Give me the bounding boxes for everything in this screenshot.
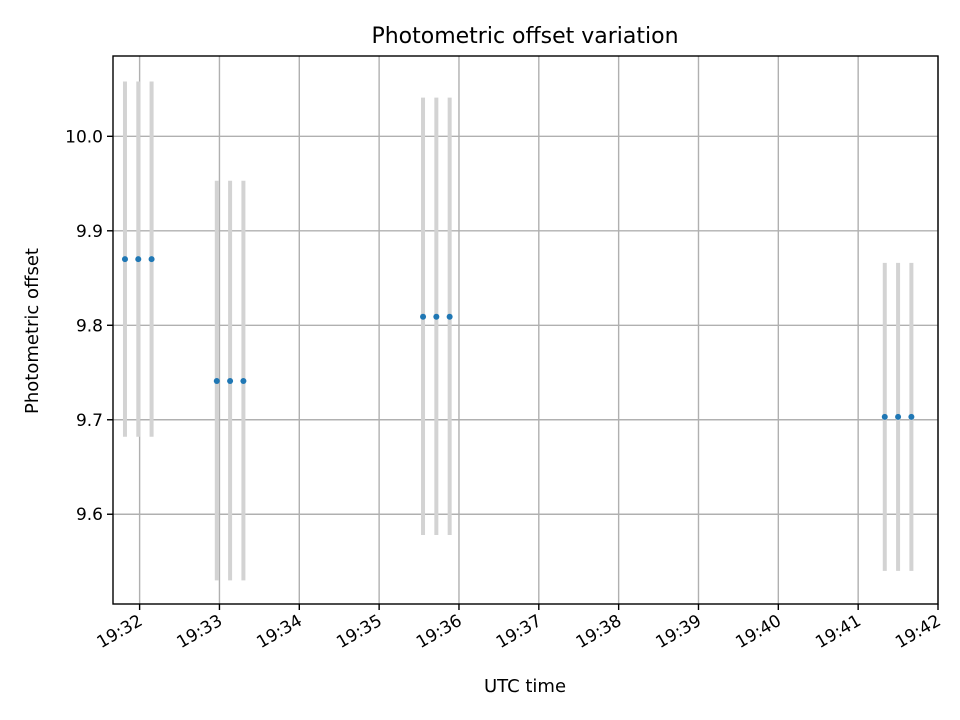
grid — [113, 56, 939, 604]
y-tick-label: 9.8 — [76, 316, 103, 336]
x-tick-label: 19:40 — [732, 611, 784, 653]
data-point — [121, 256, 128, 263]
x-tick-label: 19:32 — [94, 611, 146, 653]
data-point — [433, 313, 440, 320]
plot-frame — [112, 55, 939, 605]
x-tick-label: 19:34 — [253, 611, 305, 653]
axis-ticks: 19:32 19:33 19:34 19:35 19:36 19:37 19:38 19:39… — [65, 127, 944, 653]
y-tick-label: 9.9 — [76, 222, 103, 242]
x-tick-label: 19:36 — [413, 611, 465, 653]
x-tick-label: 19:41 — [812, 611, 864, 653]
data-points — [121, 256, 915, 420]
error-bars — [122, 81, 914, 581]
y-tick-label: 9.6 — [76, 505, 103, 525]
data-point — [240, 378, 247, 385]
chart-title: Photometric offset variation — [371, 24, 678, 49]
data-point — [908, 413, 915, 420]
data-point — [420, 313, 427, 320]
y-tick-label: 10.0 — [65, 127, 103, 147]
data-point — [895, 413, 902, 420]
data-point — [881, 413, 888, 420]
x-tick-label: 19:42 — [892, 611, 944, 653]
y-tick-label: 9.7 — [76, 411, 103, 431]
x-axis-label: UTC time — [484, 676, 566, 697]
x-tick-label: 19:33 — [174, 611, 226, 653]
y-axis-label: Photometric offset — [22, 248, 43, 414]
data-point — [213, 378, 220, 385]
x-tick-label: 19:35 — [333, 611, 385, 653]
data-point — [227, 378, 234, 385]
x-tick-label: 19:39 — [653, 611, 705, 653]
x-tick-label: 19:38 — [573, 611, 625, 653]
data-point — [148, 256, 155, 263]
data-point — [135, 256, 142, 263]
data-point — [446, 313, 453, 320]
x-tick-label: 19:37 — [493, 611, 545, 653]
